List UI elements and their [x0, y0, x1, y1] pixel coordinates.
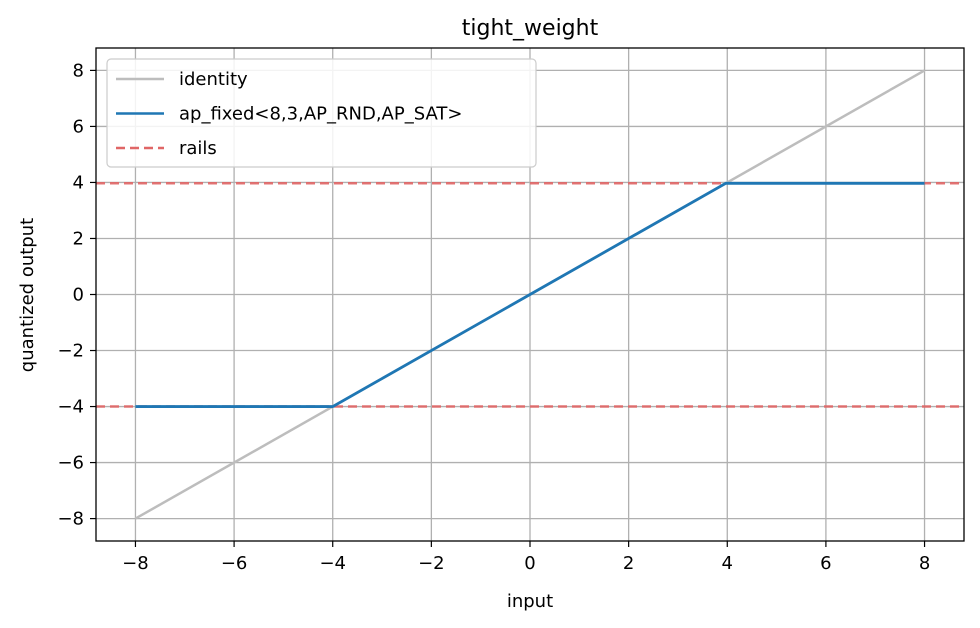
chart-title: tight_weight — [462, 16, 599, 41]
y-axis-ticks: −8 −6 −4 −2 0 2 4 6 8 — [57, 60, 96, 530]
x-tick-label: 0 — [524, 553, 535, 574]
x-axis-label: input — [507, 591, 553, 612]
legend-box — [106, 58, 537, 168]
x-tick-label: 4 — [722, 553, 733, 574]
legend-label-ap-fixed-8-3-ap-rnd-ap-sat: ap_fixed<8,3,AP_RND,AP_SAT> — [179, 104, 462, 125]
x-axis-ticks: −8 −6 −4 −2 0 2 4 6 8 — [122, 541, 930, 574]
legend-label-identity: identity — [179, 69, 248, 90]
plot-lines — [96, 69, 964, 520]
y-tick-label: 8 — [73, 60, 84, 81]
legend: identity ap_fixed<8,3,AP_RND,AP_SAT>rails — [106, 58, 537, 168]
y-tick-label: −8 — [57, 509, 84, 530]
y-axis-label: quantized output — [17, 218, 38, 372]
y-tick-label: −4 — [57, 397, 84, 418]
x-tick-label: 2 — [623, 553, 634, 574]
legend-label-rails: rails — [179, 138, 217, 159]
y-tick-label: 0 — [73, 285, 84, 306]
y-tick-label: −6 — [57, 453, 84, 474]
x-tick-label: −4 — [319, 553, 346, 574]
series-line-ap-fixed — [135, 181, 925, 408]
y-tick-label: 4 — [73, 172, 84, 193]
x-tick-label: −2 — [418, 553, 445, 574]
y-tick-label: 6 — [73, 116, 84, 137]
y-tick-label: 2 — [73, 228, 84, 249]
y-tick-label: −2 — [57, 341, 84, 362]
x-tick-label: −8 — [122, 553, 149, 574]
x-tick-label: 8 — [919, 553, 930, 574]
x-tick-label: 6 — [820, 553, 831, 574]
x-tick-label: −6 — [221, 553, 248, 574]
